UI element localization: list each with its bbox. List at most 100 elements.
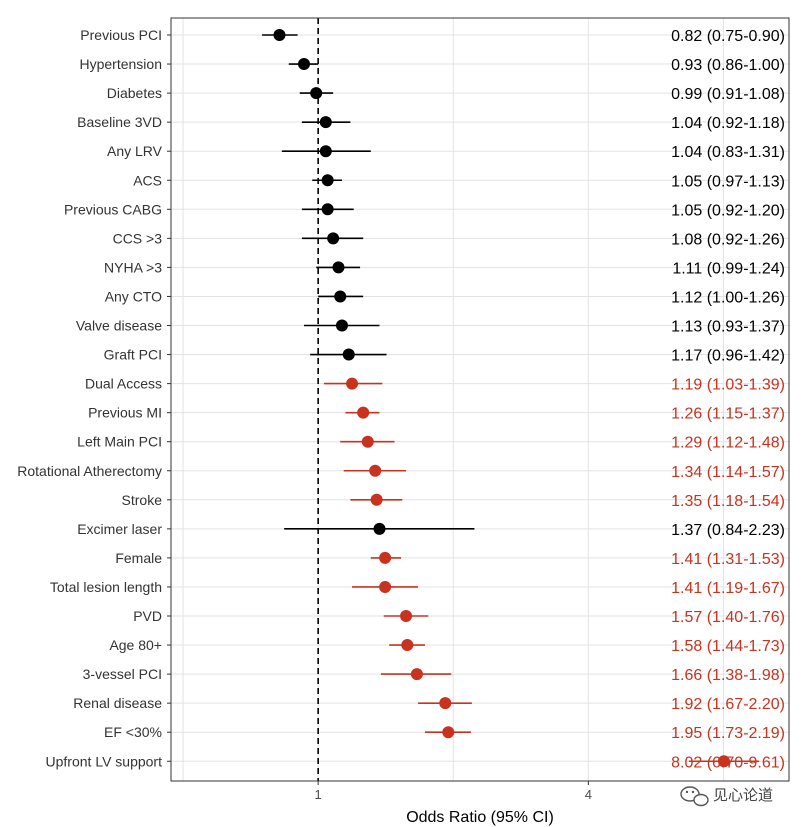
point-estimate <box>369 464 382 477</box>
category-label: Stroke <box>122 492 163 508</box>
category-label: Previous CABG <box>64 201 162 217</box>
point-estimate <box>273 29 286 41</box>
forest-plot-marks: Previous PCI 0.82 (0.75-0.90) Hypertension… <box>17 27 785 771</box>
forest-row: Rotational Atherectomy 1.34 (1.14-1.57) <box>17 463 785 481</box>
odds-ratio-label: 1.26 (1.15-1.37) <box>671 406 785 423</box>
forest-row: Excimer laser 1.37 (0.84-2.23) <box>77 521 785 539</box>
odds-ratio-label: 1.29 (1.12-1.48) <box>671 435 785 452</box>
point-estimate <box>379 551 392 564</box>
odds-ratio-label: 1.08 (0.92-1.26) <box>671 231 785 248</box>
category-label: Graft PCI <box>104 347 162 363</box>
forest-row: Age 80+ 1.58 (1.44-1.73) <box>109 637 785 655</box>
odds-ratio-label: 1.11 (0.99-1.24) <box>672 260 785 277</box>
category-label: Upfront LV support <box>46 753 163 769</box>
point-estimate <box>439 697 452 710</box>
x-axis-title: Odds Ratio (95% CI) <box>406 809 554 826</box>
point-estimate <box>321 203 334 216</box>
x-tick-label: 4 <box>585 787 592 802</box>
point-estimate <box>400 610 413 622</box>
category-label: CCS >3 <box>113 230 163 246</box>
plot-panel-border <box>170 17 790 782</box>
point-estimate <box>321 174 334 187</box>
point-estimate <box>332 261 345 274</box>
odds-ratio-label: 1.66 (1.38-1.98) <box>671 667 785 684</box>
category-label: Renal disease <box>73 695 162 711</box>
point-estimate <box>327 232 340 245</box>
category-label: 3-vessel PCI <box>83 666 162 682</box>
odds-ratio-label: 1.04 (0.92-1.18) <box>671 115 785 132</box>
point-estimate <box>346 377 359 390</box>
watermark: 见心论道 <box>680 786 773 807</box>
category-label: Left Main PCI <box>77 434 162 450</box>
forest-row: Graft PCI 1.17 (0.96-1.42) <box>104 347 785 365</box>
forest-row: Dual Access 1.19 (1.03-1.39) <box>85 376 785 394</box>
forest-row: EF <30% 1.95 (1.73-2.19) <box>104 724 785 742</box>
odds-ratio-label: 1.05 (0.92-1.20) <box>671 202 785 219</box>
category-label: Female <box>115 550 162 566</box>
point-estimate <box>335 319 348 332</box>
point-estimate <box>342 348 355 361</box>
category-label: Previous PCI <box>80 27 162 43</box>
forest-row: Hypertension 0.93 (0.86-1.00) <box>80 56 786 74</box>
category-label: Baseline 3VD <box>77 114 162 130</box>
odds-ratio-label: 1.41 (1.31-1.53) <box>671 551 785 568</box>
odds-ratio-label: 1.92 (1.67-2.20) <box>671 696 785 713</box>
odds-ratio-label: 1.37 (0.84-2.23) <box>671 522 785 539</box>
point-estimate <box>319 116 332 129</box>
forest-row: Female 1.41 (1.31-1.53) <box>115 550 785 568</box>
category-label: Any CTO <box>105 288 162 304</box>
odds-ratio-label: 1.95 (1.73-2.19) <box>671 725 785 742</box>
forest-row: Diabetes 0.99 (0.91-1.08) <box>107 85 785 103</box>
point-estimate <box>442 726 455 739</box>
point-estimate <box>717 755 730 768</box>
category-label: ACS <box>133 172 162 188</box>
odds-ratio-label: 1.04 (0.83-1.31) <box>671 144 785 161</box>
forest-row: Previous CABG 1.05 (0.92-1.20) <box>64 201 785 219</box>
forest-row: PVD 1.57 (1.40-1.76) <box>133 608 785 626</box>
odds-ratio-label: 1.34 (1.14-1.57) <box>671 464 785 481</box>
odds-ratio-label: 1.17 (0.96-1.42) <box>671 348 785 365</box>
forest-row: Baseline 3VD 1.04 (0.92-1.18) <box>77 114 785 132</box>
point-estimate <box>401 639 414 652</box>
odds-ratio-label: 1.13 (0.93-1.37) <box>671 319 785 336</box>
point-estimate <box>310 87 323 100</box>
forest-row: Left Main PCI 1.29 (1.12-1.48) <box>77 434 785 452</box>
forest-row: Renal disease 1.92 (1.67-2.20) <box>73 695 785 713</box>
odds-ratio-label: 1.41 (1.19-1.67) <box>671 580 785 597</box>
x-tick-label: 1 <box>315 787 322 802</box>
category-label: Age 80+ <box>109 637 162 653</box>
forest-row: Upfront LV support 8.02 (6.70-9.61) <box>46 753 785 771</box>
wechat-logo-icon <box>680 786 709 807</box>
category-label: Excimer laser <box>77 521 162 537</box>
category-label: Dual Access <box>85 376 162 392</box>
watermark-text: 见心论道 <box>713 787 773 804</box>
forest-row: Any LRV 1.04 (0.83-1.31) <box>107 143 785 161</box>
odds-ratio-label: 1.19 (1.03-1.39) <box>671 377 785 394</box>
forest-row: Previous MI 1.26 (1.15-1.37) <box>88 405 785 423</box>
odds-ratio-label: 0.93 (0.86-1.00) <box>671 57 785 74</box>
odds-ratio-label: 1.05 (0.97-1.13) <box>671 173 785 190</box>
point-estimate <box>361 435 374 448</box>
forest-row: CCS >3 1.08 (0.92-1.26) <box>113 230 785 248</box>
point-estimate <box>410 668 423 681</box>
category-label: NYHA >3 <box>104 259 162 275</box>
odds-ratio-label: 1.12 (1.00-1.26) <box>671 289 785 306</box>
odds-ratio-label: 1.35 (1.18-1.54) <box>671 493 785 510</box>
point-estimate <box>379 580 392 593</box>
point-estimate <box>370 493 383 506</box>
category-label: Previous MI <box>88 405 162 421</box>
forest-row: Total lesion length 1.41 (1.19-1.67) <box>50 579 785 597</box>
odds-ratio-label: 8.02 (6.70-9.61) <box>671 754 785 771</box>
category-label: EF <30% <box>104 724 162 740</box>
odds-ratio-label: 0.99 (0.91-1.08) <box>671 86 785 103</box>
category-label: PVD <box>133 608 162 624</box>
forest-row: Stroke 1.35 (1.18-1.54) <box>122 492 785 510</box>
odds-ratio-label: 1.58 (1.44-1.73) <box>671 638 785 655</box>
point-estimate <box>298 58 311 71</box>
point-estimate <box>319 145 332 158</box>
category-label: Diabetes <box>107 85 162 101</box>
point-estimate <box>373 522 386 535</box>
